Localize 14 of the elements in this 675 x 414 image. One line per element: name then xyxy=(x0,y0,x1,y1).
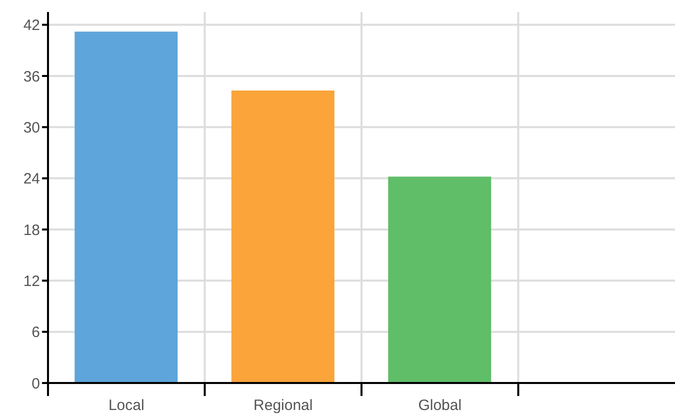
x-tick-label: Local xyxy=(108,397,144,414)
y-tick-label: 24 xyxy=(23,170,40,188)
y-tick-label: 42 xyxy=(23,17,40,34)
y-tick-label: 0 xyxy=(32,375,40,392)
y-tick-label: 18 xyxy=(23,222,40,239)
bar xyxy=(231,90,334,383)
bar xyxy=(388,176,492,383)
y-tick-label: 12 xyxy=(23,272,40,290)
y-tick-label: 36 xyxy=(23,68,40,86)
y-tick-label: 6 xyxy=(32,324,40,342)
x-tick-label: Regional xyxy=(254,397,313,414)
x-tick-label: Global xyxy=(418,397,462,414)
y-tick-label: 30 xyxy=(23,119,40,136)
bar xyxy=(74,32,178,383)
